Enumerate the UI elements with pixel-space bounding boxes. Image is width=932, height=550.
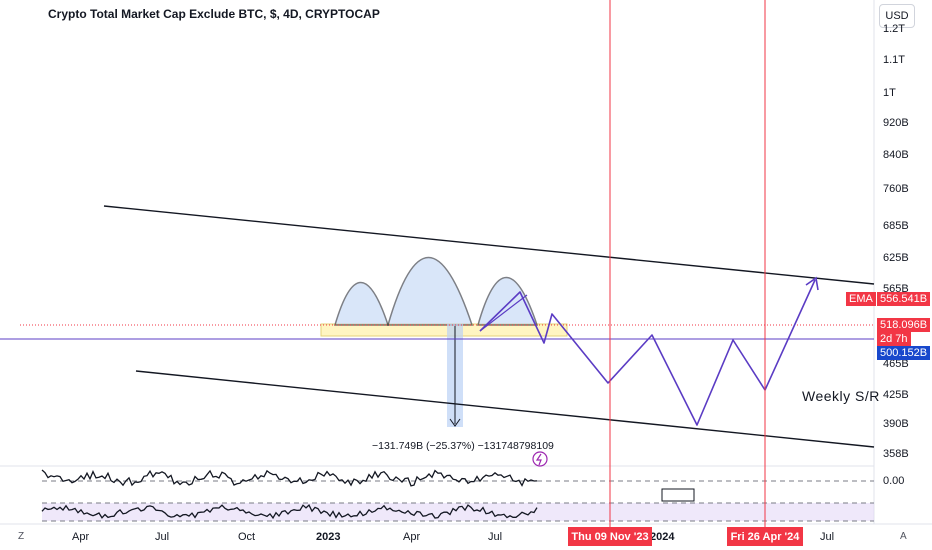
- price-tick-label: 920B: [883, 117, 909, 129]
- countdown-tag: 2d 7h: [877, 332, 911, 346]
- price-tick-label: 840B: [883, 149, 909, 161]
- currency-button[interactable]: USD: [879, 4, 915, 28]
- price-tick-label: 1.1T: [883, 54, 906, 66]
- price-tick-label: 425B: [883, 389, 909, 401]
- date-marker-2: Fri 26 Apr '24: [727, 527, 803, 546]
- last-price-tag: 518.096B: [877, 318, 931, 332]
- time-tick-label: 2023: [316, 531, 341, 543]
- weekly-sr-label: Weekly S/R: [802, 388, 880, 404]
- time-tick-label: Apr: [72, 531, 90, 543]
- price-tick-label: 625B: [883, 252, 909, 264]
- indicator-line-upper: [41, 469, 538, 487]
- date-marker-1: Thu 09 Nov '23: [568, 527, 652, 546]
- time-tick-label: Jul: [820, 531, 835, 543]
- left-shoulder-arc: [333, 281, 390, 326]
- indicator-band: [42, 503, 874, 521]
- upper-channel-line: [103, 205, 875, 285]
- neckline-zone: [320, 323, 568, 337]
- chart-title: Crypto Total Market Cap Exclude BTC, $, …: [48, 7, 380, 21]
- indicator-line-lower: [41, 504, 538, 520]
- ema-name-tag: EMA: [846, 292, 876, 306]
- lightning-icon-bolt: [535, 453, 542, 466]
- price-tick-label: 685B: [883, 220, 909, 232]
- projection-path: [479, 279, 816, 426]
- price-tick-label: 465B: [883, 358, 909, 370]
- lower-channel-line: [135, 370, 875, 448]
- price-tick-label: 760B: [883, 183, 909, 195]
- time-tick-label: Jul: [155, 531, 170, 543]
- timezone-icon[interactable]: Z: [18, 531, 25, 542]
- lightning-icon: [532, 451, 548, 467]
- line-value-tag: 500.152B: [877, 346, 931, 360]
- price-tick-label: 1T: [883, 87, 896, 99]
- price-tick-label: 390B: [883, 418, 909, 430]
- time-tick-label: Oct: [238, 531, 256, 543]
- price-tick-label: 358B: [883, 448, 909, 460]
- time-tick-label: Apr: [403, 531, 421, 543]
- time-tick-label: 2024: [650, 531, 675, 543]
- head-arc: [387, 257, 474, 326]
- indicator-label-box: [661, 488, 695, 502]
- indicator-zero-label: 0.00: [883, 475, 905, 487]
- auto-scale-icon[interactable]: A: [900, 531, 907, 542]
- measure-arrow-head: [449, 418, 461, 427]
- projection-arrow-head: [805, 276, 819, 291]
- projection-start: [479, 294, 528, 332]
- ema-value-tag: 556.541B: [877, 292, 931, 306]
- right-shoulder-arc: [477, 277, 539, 326]
- price-tick-label: 1.2T: [883, 23, 906, 35]
- time-tick-label: Jul: [488, 531, 503, 543]
- measure-label: −131.749B (−25.37%) −131748798109: [372, 440, 554, 452]
